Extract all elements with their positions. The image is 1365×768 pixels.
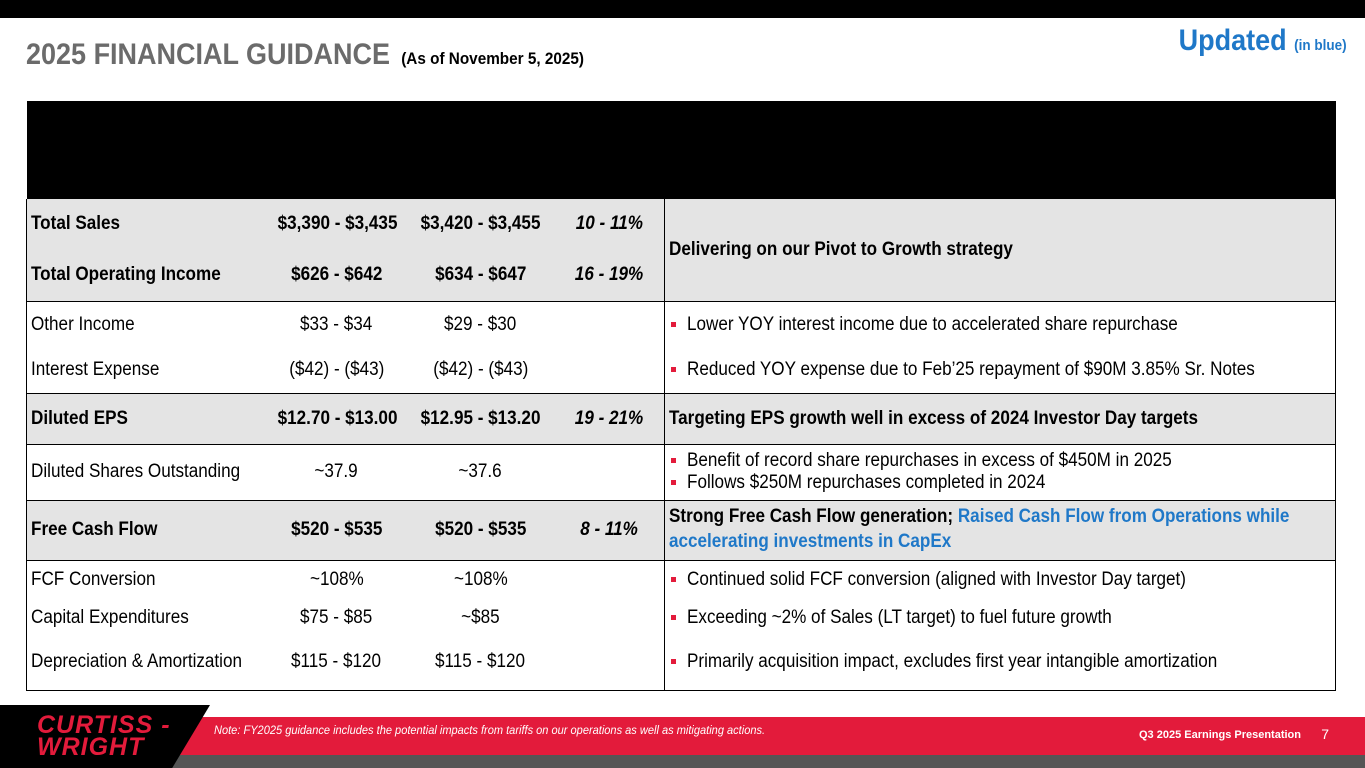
table-row-operating-income: Total Operating Income $626 - $642 $634 …: [26, 249, 1336, 302]
row-prior: ~37.9: [266, 444, 407, 501]
table-row-capex: Capital Expenditures $75 - $85 ~$85 Exce…: [26, 600, 1336, 635]
row-prior: $520 - $535: [266, 500, 407, 561]
page-title-text: 2025 FINANCIAL GUIDANCE: [26, 38, 391, 71]
driver-fcf: Strong Free Cash Flow generation; Raised…: [664, 500, 1336, 561]
driver-capex: Exceeding ~2% of Sales (LT target) to fu…: [664, 600, 1336, 635]
row-current: ~37.6: [406, 444, 555, 501]
updated-legend: Updated (in blue): [1179, 24, 1347, 58]
table-row-total-sales: Total Sales $3,390 - $3,435 $3,420 - $3,…: [26, 199, 1336, 301]
row-change: [555, 560, 665, 600]
curtiss-wright-logo: CURTISS - WRIGHT: [37, 711, 171, 761]
row-label: Depreciation & Amortization: [26, 635, 267, 691]
header-current: 2025E (Current): [406, 101, 555, 199]
table-row-interest-expense: Interest Expense ($42) - ($43) ($42) - (…: [26, 348, 1336, 394]
row-current: ~108%: [453, 569, 508, 591]
footer-note: Note: FY2025 guidance includes the poten…: [214, 723, 766, 737]
driver-eps: Targeting EPS growth well in excess of 2…: [664, 393, 1336, 445]
table-row-other-income: Other Income $33 - $34 $29 - $30 Lower Y…: [26, 301, 1336, 348]
unit-note: ($ in millions, except EPS): [26, 101, 267, 199]
row-label: Diluted Shares Outstanding: [26, 444, 267, 501]
row-change: 19 - 21%: [554, 393, 665, 445]
row-prior: $3,390 - $3,435: [266, 199, 407, 249]
table-row-diluted-eps: Diluted EPS $12.70 - $13.00 $12.95 - $13…: [26, 393, 1336, 445]
row-change: [554, 635, 665, 691]
row-change: 8 - 11%: [554, 500, 665, 561]
logo-background: [0, 705, 210, 768]
row-label: Interest Expense: [26, 348, 267, 394]
row-change: [554, 444, 665, 501]
header-key-drivers: Key Drivers: [664, 101, 1336, 199]
row-prior: ~108%: [309, 569, 364, 591]
row-current: ($42) - ($43): [406, 348, 555, 394]
table-row-depreciation: Depreciation & Amortization $115 - $120 …: [26, 635, 1336, 691]
page-subtitle: (As of November 5, 2025): [401, 49, 585, 68]
row-label: Other Income: [26, 301, 267, 348]
driver-interest-expense: Reduced YOY expense due to Feb’25 repaym…: [664, 348, 1336, 394]
driver-da: Primarily acquisition impact, excludes f…: [664, 635, 1336, 691]
row-change: [555, 301, 665, 348]
row-prior: $12.70 - $13.00: [266, 393, 407, 445]
driver-growth-strategy: Delivering on our Pivot to Growth strate…: [664, 199, 1336, 301]
top-bar: [0, 0, 1365, 18]
table-row-diluted-shares: Diluted Shares Outstanding ~37.9 ~37.6 B…: [26, 444, 1336, 501]
row-label: Total Sales: [26, 199, 267, 249]
row-current: $29 - $30: [444, 313, 517, 335]
driver-fcf-blue: Raised Cash Flow from Operations while a…: [669, 506, 1290, 552]
table-row-free-cash-flow: Free Cash Flow $520 - $535 $520 - $535 8…: [26, 500, 1336, 561]
row-prior: $626 - $642: [266, 249, 407, 302]
row-label: FCF Conversion: [26, 560, 267, 600]
driver-shares: Benefit of record share repurchases in e…: [664, 444, 1336, 501]
guidance-table: ($ in millions, except EPS) 2025E (Prior)…: [26, 101, 1336, 691]
header-change: Change vs 2024 Adjusted: [554, 101, 665, 199]
row-prior: ($42) - ($43): [266, 348, 407, 394]
footer-bottom-strip: [0, 755, 1365, 768]
row-current: $115 - $120: [406, 635, 555, 691]
page-number: 7: [1321, 726, 1329, 742]
row-label: Diluted EPS: [26, 393, 267, 445]
page-title: 2025 FINANCIAL GUIDANCE (As of November …: [26, 38, 584, 72]
driver-other-income: Lower YOY interest income due to acceler…: [664, 301, 1336, 348]
presentation-name: Q3 2025 Earnings Presentation: [1138, 729, 1301, 741]
row-current: $3,420 - $3,455: [406, 199, 555, 249]
updated-label: Updated: [1178, 24, 1287, 57]
row-label: Total Operating Income: [26, 249, 267, 302]
row-current: ~$85: [461, 606, 500, 628]
footer-bar: [0, 717, 1365, 755]
row-change: 16 - 19%: [554, 249, 665, 302]
row-current: $520 - $535: [406, 500, 555, 561]
row-change: 10 - 11%: [554, 199, 665, 249]
row-current: $12.95 - $13.20: [406, 393, 555, 445]
row-label: Capital Expenditures: [26, 600, 267, 635]
row-change: [554, 348, 665, 394]
row-change: [555, 600, 665, 635]
header-prior: 2025E (Prior): [266, 101, 407, 199]
row-prior: $115 - $120: [266, 635, 407, 691]
table-header-row: ($ in millions, except EPS) 2025E (Prior)…: [26, 101, 1336, 199]
row-label: Free Cash Flow: [26, 500, 267, 561]
table-row-fcf-conversion: FCF Conversion ~108% ~108% Continued sol…: [26, 560, 1336, 600]
driver-fcf-black: Strong Free Cash Flow generation;: [669, 506, 958, 528]
row-prior: $75 - $85: [300, 606, 373, 628]
updated-note: (in blue): [1294, 37, 1347, 54]
row-prior: $33 - $34: [300, 313, 373, 335]
driver-fcf-conversion: Continued solid FCF conversion (aligned …: [664, 560, 1336, 600]
row-current: $634 - $647: [406, 249, 555, 302]
